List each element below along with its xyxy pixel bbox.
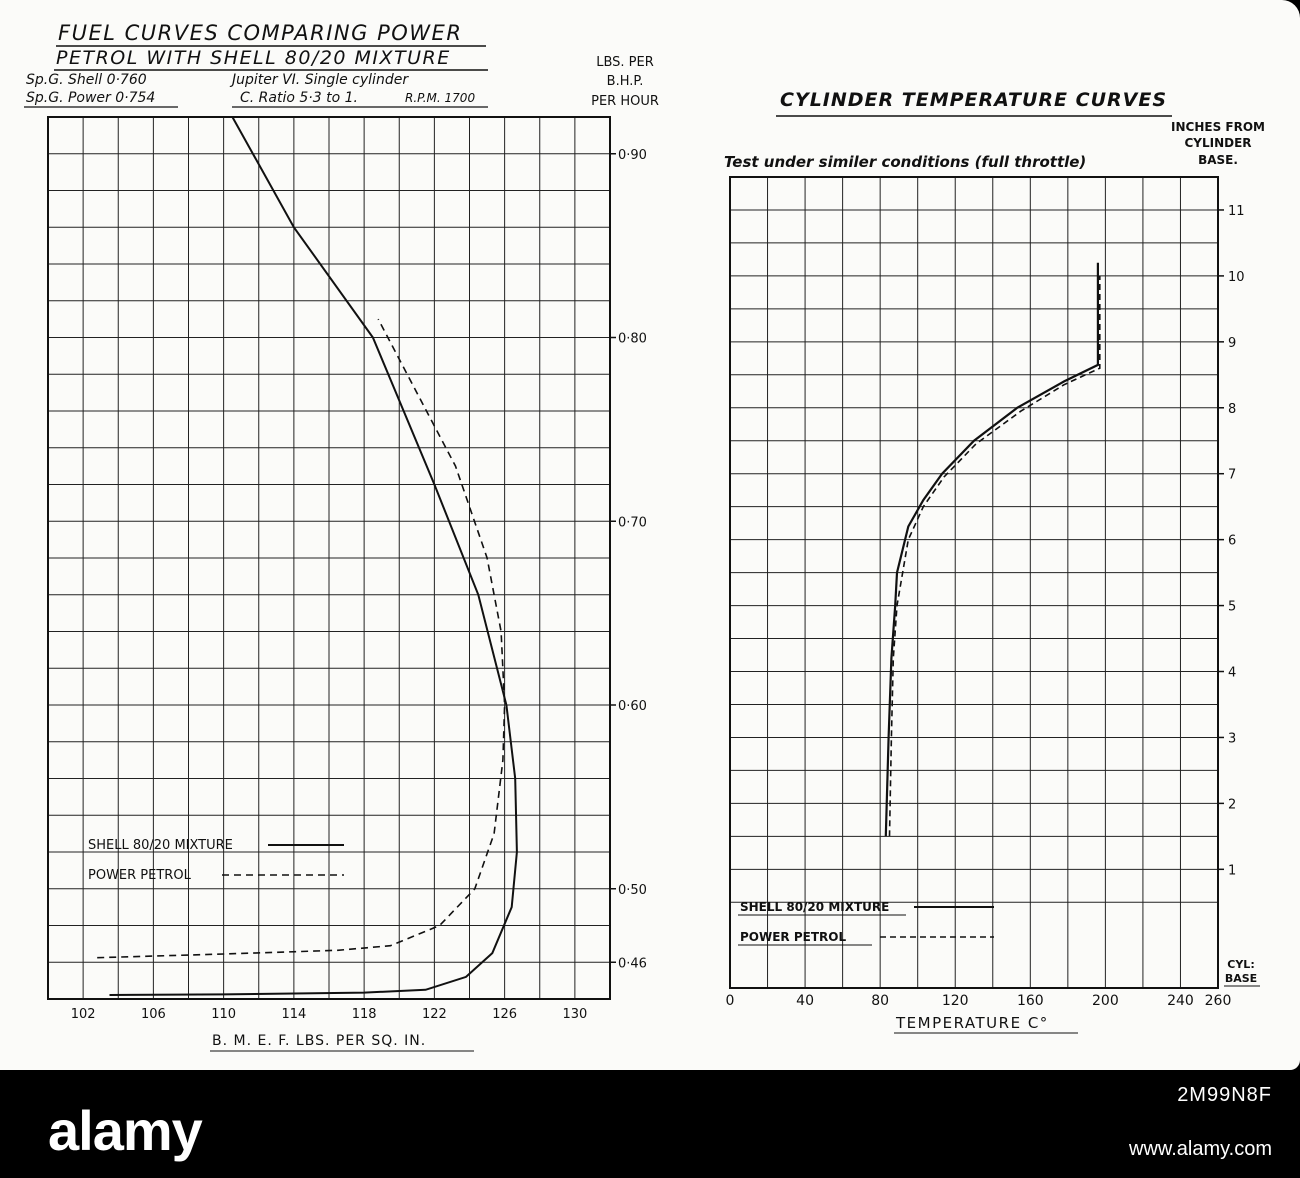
x-axis-label: B. M. E. F. LBS. PER SQ. IN. (212, 1033, 426, 1049)
y-tick-label: 4 (1228, 666, 1236, 681)
legend-label: SHELL 80/20 MIXTURE (740, 900, 889, 914)
watermark-site: www.alamy.com (1129, 1138, 1272, 1160)
y-tick-label: 3 (1228, 731, 1236, 746)
y-tick-label: 0·50 (618, 883, 647, 898)
chart-canvas: FUEL CURVES COMPARING POWER PETROL WITH … (24, 21, 1265, 1052)
right-ylabel-line1: INCHES FROM (1171, 120, 1265, 134)
y-tick-label: 0·60 (618, 699, 647, 714)
y-tick-label: 8 (1228, 402, 1236, 417)
right-ylabel-line2: CYLINDER (1184, 136, 1251, 150)
plot-frame (729, 176, 1219, 989)
x-tick-label: 240 (1167, 993, 1194, 1009)
x-tick-label: 110 (211, 1007, 236, 1022)
legend-label: POWER PETROL (740, 930, 846, 944)
x-tick-label: 126 (492, 1007, 517, 1022)
x-tick-label: 118 (352, 1007, 377, 1022)
x-tick-label: 200 (1092, 993, 1119, 1009)
y-tick-label: 0·46 (618, 956, 647, 971)
x-tick-label: 122 (422, 1007, 447, 1022)
cylinder-temperature-chart: 0 40 80 120 160 200 240 260 1 2 3 4 5 6 7 8 9 10 11 CYL:BAS… (726, 176, 1260, 1034)
x-axis-label: TEMPERATURE C° (895, 1014, 1049, 1032)
y-base-label: BASE (1225, 972, 1257, 985)
y-tick-label: 5 (1228, 600, 1236, 615)
right-title: CYLINDER TEMPERATURE CURVES (780, 89, 1167, 111)
left-rpm: R.P.M. 1700 (405, 91, 475, 105)
left-ylabel-line2: B.H.P. (607, 74, 644, 89)
x-tick-label: 120 (942, 993, 969, 1009)
x-tick-label: 260 (1205, 993, 1232, 1009)
legend-label: POWER PETROL (88, 868, 192, 883)
watermark-image-id: 2M99N8F (1177, 1084, 1272, 1106)
y-tick-label: 6 (1228, 534, 1236, 549)
left-title-line2: PETROL WITH SHELL 80/20 MIXTURE (56, 47, 451, 69)
x-tick-label: 160 (1017, 993, 1044, 1009)
x-tick-label: 102 (71, 1007, 96, 1022)
left-ylabel-line1: LBS. PER (596, 55, 654, 70)
x-tick-label: 130 (562, 1007, 587, 1022)
left-ylabel-line3: PER HOUR (591, 94, 659, 109)
y-tick-label: 11 (1228, 204, 1245, 219)
y-tick-label: 10 (1228, 270, 1245, 285)
left-spg-shell: Sp.G. Shell 0·760 (26, 72, 147, 88)
x-tick-label: 106 (141, 1007, 166, 1022)
fuel-curves-chart: 102 106 110 114 118 122 126 130 0·46 0·50 0·60 0·70… (47, 116, 647, 1052)
y-tick-label: 9 (1228, 336, 1236, 351)
left-title-line1: FUEL CURVES COMPARING POWER (58, 21, 462, 45)
x-tick-label: 40 (796, 993, 814, 1009)
series-line-shell-mixture (884, 262, 1099, 837)
chart-sheet (0, 0, 1300, 1070)
y-base-label: CYL: (1227, 958, 1254, 971)
left-engine: Jupiter VI. Single cylinder (229, 72, 409, 88)
x-tick-label: 80 (871, 993, 889, 1009)
watermark-bar (0, 1070, 1300, 1178)
y-tick-label: 0·70 (618, 515, 647, 530)
left-spg-power: Sp.G. Power 0·754 (26, 90, 155, 106)
series-line-power-petrol (97, 318, 506, 959)
y-tick-label: 2 (1228, 797, 1236, 812)
series-line-power-petrol (888, 275, 1101, 837)
x-tick-label: 114 (281, 1007, 306, 1022)
y-tick-label: 7 (1228, 468, 1236, 483)
right-ylabel-line3: BASE. (1198, 153, 1238, 167)
x-tick-label: 0 (726, 993, 735, 1009)
y-tick-label: 0·80 (618, 332, 647, 347)
left-ratio: C. Ratio 5·3 to 1. (240, 90, 358, 106)
series-line-shell-mixture (109, 116, 518, 996)
right-subtitle: Test under similer conditions (full thro… (724, 153, 1086, 171)
y-tick-label: 1 (1228, 863, 1236, 878)
watermark-logo: alamy (48, 1099, 203, 1162)
legend-label: SHELL 80/20 MIXTURE (88, 838, 233, 853)
plot-frame (47, 116, 611, 1000)
y-tick-label: 0·90 (618, 148, 647, 163)
